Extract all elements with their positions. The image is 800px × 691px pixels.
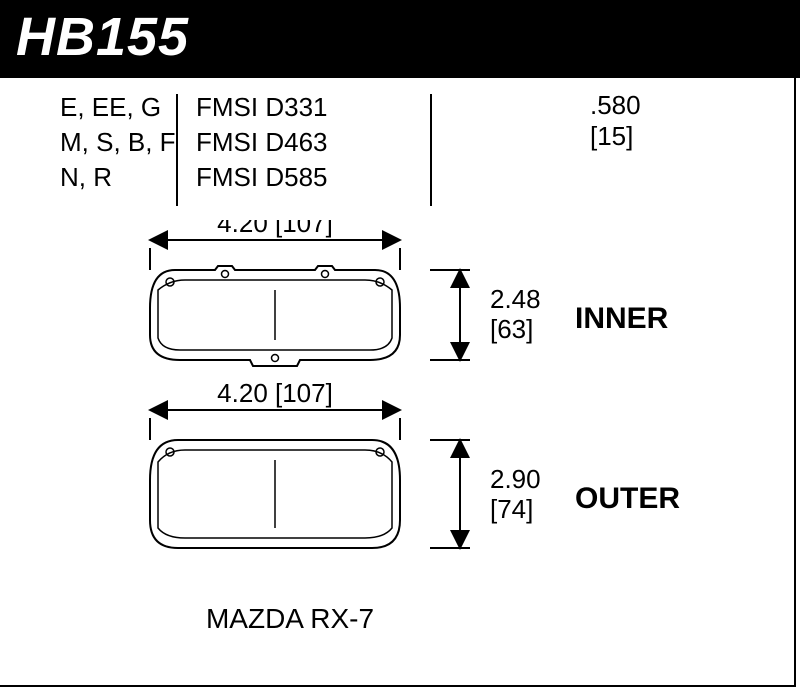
divider: [430, 94, 432, 206]
thickness-value: .580 [15]: [590, 90, 641, 151]
code-line: M, S, B, F: [60, 125, 176, 160]
outer-width-label: 4.20 [107]: [217, 378, 333, 408]
outer-pad-group: 4.20 [107] 2.90 [74] OUTER: [150, 378, 680, 548]
inner-height-top: 2.48: [490, 284, 541, 314]
inner-name: INNER: [575, 302, 669, 335]
outer-height-bottom: [74]: [490, 494, 533, 524]
header-bar: HB155: [0, 0, 800, 78]
hole-icon: [322, 271, 329, 278]
part-number-title: HB155: [16, 7, 189, 67]
thickness: .580 [15]: [450, 90, 670, 206]
vehicle-name: MAZDA RX-7: [206, 603, 374, 634]
hole-icon: [222, 271, 229, 278]
outer-height-top: 2.90: [490, 464, 541, 494]
brake-pad-diagram: 4.20 [107] 2.48 [63] INNER 4.20 [107]: [0, 220, 800, 660]
code-line: N, R: [60, 160, 176, 195]
divider: [176, 94, 178, 206]
hole-icon: [272, 355, 279, 362]
inner-pad-group: 4.20 [107] 2.48 [63] INNER: [150, 220, 669, 366]
fmsi-line: FMSI D463: [196, 125, 430, 160]
inner-width-label: 4.20 [107]: [217, 220, 333, 238]
outer-name: OUTER: [575, 482, 680, 515]
fmsi-line: FMSI D331: [196, 90, 430, 125]
inner-height-bottom: [63]: [490, 314, 533, 344]
fmsi-line: FMSI D585: [196, 160, 430, 195]
frame-bottom: [0, 685, 796, 687]
spec-row: E, EE, G M, S, B, F N, R FMSI D331 FMSI …: [0, 78, 800, 206]
diagram-area: 4.20 [107] 2.48 [63] INNER 4.20 [107]: [0, 220, 800, 661]
code-line: E, EE, G: [60, 90, 176, 125]
compound-codes: E, EE, G M, S, B, F N, R: [0, 90, 176, 206]
fmsi-codes: FMSI D331 FMSI D463 FMSI D585: [196, 90, 430, 206]
